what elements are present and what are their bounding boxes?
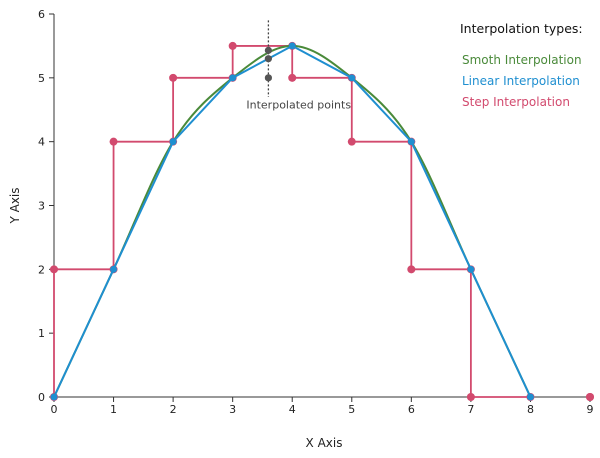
x-axis-title: X Axis	[306, 436, 343, 450]
legend-entry: Smoth Interpolation	[462, 53, 582, 67]
y-tick-label: 4	[38, 136, 45, 149]
linear-series-point	[467, 265, 475, 273]
x-tick-label: 4	[289, 403, 296, 416]
linear-series-point	[526, 393, 534, 401]
step-series-point	[586, 393, 594, 401]
step-series-point	[228, 41, 237, 50]
interpolated-point	[264, 46, 272, 54]
y-tick-label: 1	[38, 327, 45, 340]
legend-title: Interpolation types:	[460, 21, 583, 36]
y-tick-label: 0	[38, 391, 45, 404]
linear-series-point	[407, 138, 415, 146]
x-tick-label: 1	[110, 403, 117, 416]
legend-entry: Linear Interpolation	[462, 74, 580, 88]
step-series-point	[109, 137, 118, 146]
linear-series-point	[50, 393, 58, 401]
linear-series-point	[229, 74, 237, 82]
y-tick-label: 6	[38, 8, 45, 21]
x-tick-label: 6	[408, 403, 415, 416]
linear-series-point	[110, 265, 118, 273]
y-axis-title: Y Axis	[8, 187, 22, 224]
step-series-point	[169, 73, 178, 82]
step-series-point	[466, 393, 475, 401]
y-tick-label: 5	[38, 72, 45, 85]
legend: Interpolation types: Smoth Interpolation…	[460, 21, 583, 109]
x-tick-label: 5	[348, 403, 355, 416]
x-tick-label: 2	[170, 403, 177, 416]
legend-entry: Step Interpolation	[462, 95, 570, 109]
x-tick-label: 7	[467, 403, 474, 416]
x-tick-label: 3	[229, 403, 236, 416]
axes: 0 1 2 3 4 5 6 7 8 9 0 1 2 3 4 5 6	[38, 8, 594, 416]
step-series-point	[50, 265, 58, 274]
annotation-label: Interpolated points	[246, 98, 351, 111]
interpolated-point	[264, 74, 272, 82]
y-tick-label: 3	[38, 200, 45, 213]
step-series-point	[288, 73, 297, 82]
annotation: Interpolated points	[246, 20, 351, 111]
x-tick-label: 8	[527, 403, 534, 416]
plot-area	[50, 41, 594, 401]
step-series-point	[407, 265, 416, 274]
x-tick-label: 0	[51, 403, 58, 416]
linear-series-point	[169, 138, 177, 146]
y-tick-label: 2	[38, 263, 45, 276]
linear-series-point	[348, 74, 356, 82]
x-tick-label: 9	[587, 403, 594, 416]
step-series-point	[347, 137, 356, 146]
interpolated-point	[264, 55, 272, 63]
linear-series-point	[288, 42, 296, 50]
